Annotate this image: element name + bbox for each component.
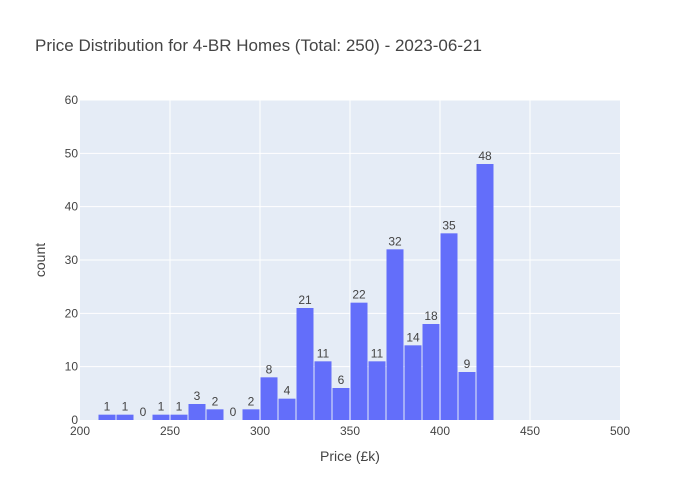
y-tick-label: 0 <box>71 413 78 427</box>
y-tick-label: 30 <box>65 253 79 267</box>
bar-value-label: 1 <box>104 400 111 414</box>
histogram-bar <box>350 302 368 420</box>
bar-value-label: 32 <box>388 234 402 248</box>
bar-value-label: 0 <box>140 405 147 419</box>
gridlines <box>80 99 620 420</box>
histogram-bar <box>206 409 224 420</box>
bar-value-label: 1 <box>122 400 129 414</box>
histogram-bar <box>404 345 422 420</box>
histogram-bar <box>386 249 404 420</box>
bar-value-label: 1 <box>158 400 165 414</box>
histogram-bar <box>314 361 332 420</box>
histogram-bar <box>440 233 458 420</box>
histogram-bar <box>188 404 206 420</box>
bar-value-label: 35 <box>442 218 456 232</box>
x-tick-label: 250 <box>160 424 180 438</box>
x-tick-label: 200 <box>70 424 90 438</box>
x-tick-label: 350 <box>340 424 360 438</box>
bars <box>98 164 494 420</box>
histogram-bar <box>368 361 386 420</box>
bar-value-label: 48 <box>478 149 492 163</box>
x-tick-label: 300 <box>250 424 270 438</box>
x-tick-label: 500 <box>610 424 630 438</box>
chart-title: Price Distribution for 4-BR Homes (Total… <box>35 36 482 55</box>
y-tick-label: 60 <box>65 93 79 107</box>
y-axis-title: count <box>32 243 48 277</box>
bar-value-label: 18 <box>424 309 438 323</box>
histogram-bar <box>296 308 314 420</box>
bar-value-label: 0 <box>230 405 237 419</box>
x-axis-ticks: 200 250 300 350 400 450 500 <box>70 424 630 438</box>
x-axis-title: Price (£k) <box>320 448 380 464</box>
y-tick-label: 50 <box>65 146 79 160</box>
histogram-bar <box>332 388 350 420</box>
histogram-bar <box>152 414 170 420</box>
bar-value-label: 11 <box>317 346 330 360</box>
histogram-bar <box>278 398 296 420</box>
bar-value-label: 11 <box>371 346 384 360</box>
y-axis-ticks: 0 10 20 30 40 50 60 <box>65 93 79 427</box>
bar-value-label: 1 <box>176 400 183 414</box>
bar-value-label: 6 <box>338 373 345 387</box>
histogram-bar <box>476 164 494 420</box>
bar-value-label: 22 <box>352 288 366 302</box>
histogram-bar <box>260 377 278 420</box>
bar-value-label: 9 <box>464 357 471 371</box>
histogram-bar <box>98 414 116 420</box>
bar-value-label: 2 <box>248 394 255 408</box>
y-tick-label: 10 <box>65 360 79 374</box>
y-tick-label: 20 <box>65 306 79 320</box>
bar-value-label: 8 <box>266 362 273 376</box>
bar-value-label: 3 <box>194 389 201 403</box>
bar-value-label: 14 <box>406 330 420 344</box>
histogram-bar <box>242 409 260 420</box>
bar-value-label: 4 <box>284 384 291 398</box>
x-tick-label: 400 <box>430 424 450 438</box>
histogram-bar <box>170 414 188 420</box>
histogram-bar <box>458 372 476 420</box>
x-tick-label: 450 <box>520 424 540 438</box>
y-tick-label: 40 <box>65 200 79 214</box>
histogram-bar <box>116 414 134 420</box>
bar-value-label: 21 <box>298 293 312 307</box>
histogram-bar <box>422 324 440 420</box>
bar-value-label: 2 <box>212 394 219 408</box>
